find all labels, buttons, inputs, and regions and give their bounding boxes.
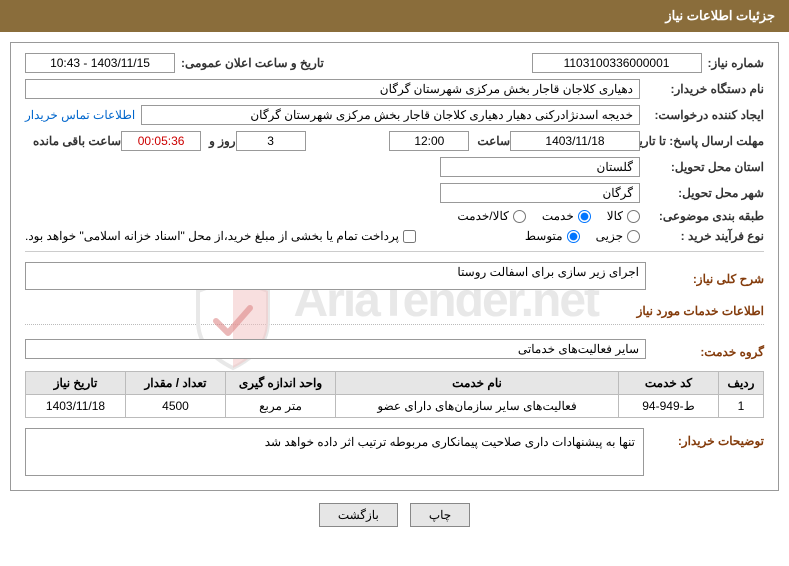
process-radio-group: جزیی متوسط bbox=[513, 229, 640, 243]
cat-goods-service-radio[interactable] bbox=[513, 210, 526, 223]
print-button[interactable]: چاپ bbox=[410, 503, 470, 527]
col-service-name: نام خدمت bbox=[336, 372, 619, 395]
service-group-value: سایر فعالیت‌های خدماتی bbox=[25, 339, 646, 359]
cell-row-num: 1 bbox=[719, 395, 764, 418]
deadline-date-value: 1403/11/18 bbox=[510, 131, 640, 151]
proc-medium-radio[interactable] bbox=[567, 230, 580, 243]
treasury-checkbox-wrap: پرداخت تمام یا بخشی از مبلغ خرید،از محل … bbox=[25, 229, 416, 243]
dotted-divider bbox=[25, 324, 764, 325]
announce-datetime-value: 1403/11/15 - 10:43 bbox=[25, 53, 175, 73]
category-label: طبقه بندی موضوعی: bbox=[646, 209, 764, 223]
creator-label: ایجاد کننده درخواست: bbox=[646, 108, 764, 122]
buyer-notes-value: تنها به پیشنهادات داری صلاحیت پیمانکاری … bbox=[25, 428, 644, 476]
countdown-value: 00:05:36 bbox=[121, 131, 201, 151]
cell-qty: 4500 bbox=[126, 395, 226, 418]
table-header-row: ردیف کد خدمت نام خدمت واحد اندازه گیری ت… bbox=[26, 372, 764, 395]
services-table: ردیف کد خدمت نام خدمت واحد اندازه گیری ت… bbox=[25, 371, 764, 418]
col-need-date: تاریخ نیاز bbox=[26, 372, 126, 395]
proc-medium-label: متوسط bbox=[525, 229, 563, 243]
row-city: شهر محل تحویل: گرگان bbox=[25, 183, 764, 203]
province-value: گلستان bbox=[440, 157, 640, 177]
col-service-code: کد خدمت bbox=[619, 372, 719, 395]
row-need-desc: شرح کلی نیاز: اجرای زیر سازی برای اسفالت… bbox=[25, 260, 764, 292]
cat-goods-label: کالا bbox=[607, 209, 623, 223]
proc-minor-radio[interactable] bbox=[627, 230, 640, 243]
days-and-label: روز و bbox=[209, 134, 236, 148]
city-value: گرگان bbox=[440, 183, 640, 203]
need-desc-value: اجرای زیر سازی برای اسفالت روستا bbox=[25, 262, 646, 290]
divider-1 bbox=[25, 251, 764, 252]
remaining-label: ساعت باقی مانده bbox=[33, 134, 121, 148]
panel-title: جزئیات اطلاعات نیاز bbox=[0, 0, 789, 32]
process-label: نوع فرآیند خرید : bbox=[646, 229, 764, 243]
row-category: طبقه بندی موضوعی: کالا خدمت کالا/خدمت bbox=[25, 209, 764, 223]
deadline-time-value: 12:00 bbox=[389, 131, 469, 151]
time-label: ساعت bbox=[477, 134, 510, 148]
need-number-label: شماره نیاز: bbox=[708, 56, 764, 70]
col-qty: تعداد / مقدار bbox=[126, 372, 226, 395]
days-count-value: 3 bbox=[236, 131, 306, 151]
buyer-contact-link[interactable]: اطلاعات تماس خریدار bbox=[25, 108, 135, 122]
city-label: شهر محل تحویل: bbox=[646, 186, 764, 200]
need-desc-label: شرح کلی نیاز: bbox=[646, 272, 764, 286]
row-buyer-org: نام دستگاه خریدار: دهیاری کلاجان قاجار ب… bbox=[25, 79, 764, 99]
need-number-value: 1103100336000001 bbox=[532, 53, 702, 73]
button-row: چاپ بازگشت bbox=[0, 503, 789, 527]
row-deadline: مهلت ارسال پاسخ: تا تاریخ: 1403/11/18 سا… bbox=[25, 131, 764, 151]
category-radio-group: کالا خدمت کالا/خدمت bbox=[445, 209, 640, 223]
table-row: 1 ط-949-94 فعالیت‌های سایر سازمان‌های دا… bbox=[26, 395, 764, 418]
cell-need-date: 1403/11/18 bbox=[26, 395, 126, 418]
announce-datetime-label: تاریخ و ساعت اعلان عمومی: bbox=[181, 56, 324, 70]
buyer-notes-label: توضیحات خریدار: bbox=[644, 428, 764, 448]
cell-unit: متر مربع bbox=[226, 395, 336, 418]
cat-service-radio[interactable] bbox=[578, 210, 591, 223]
row-process: نوع فرآیند خرید : جزیی متوسط پرداخت تمام… bbox=[25, 229, 764, 243]
col-row-num: ردیف bbox=[719, 372, 764, 395]
creator-value: خدیجه اسدنژادرکنی دهیار دهیاری کلاجان قا… bbox=[141, 105, 640, 125]
col-unit: واحد اندازه گیری bbox=[226, 372, 336, 395]
cat-service-label: خدمت bbox=[542, 209, 574, 223]
row-service-group: گروه خدمت: سایر فعالیت‌های خدماتی bbox=[25, 333, 764, 365]
deadline-label: مهلت ارسال پاسخ: تا تاریخ: bbox=[646, 134, 764, 148]
province-label: استان محل تحویل: bbox=[646, 160, 764, 174]
row-need-number: شماره نیاز: 1103100336000001 تاریخ و ساع… bbox=[25, 53, 764, 73]
cat-goods-service-label: کالا/خدمت bbox=[457, 209, 508, 223]
proc-minor-label: جزیی bbox=[596, 229, 623, 243]
buyer-org-label: نام دستگاه خریدار: bbox=[646, 82, 764, 96]
buyer-org-value: دهیاری کلاجان قاجار بخش مرکزی شهرستان گر… bbox=[25, 79, 640, 99]
cell-service-name: فعالیت‌های سایر سازمان‌های دارای عضو bbox=[336, 395, 619, 418]
details-panel: AriaTender.net شماره نیاز: 1103100336000… bbox=[10, 42, 779, 491]
cat-goods-radio[interactable] bbox=[627, 210, 640, 223]
treasury-note-label: پرداخت تمام یا بخشی از مبلغ خرید،از محل … bbox=[25, 229, 399, 243]
cell-service-code: ط-949-94 bbox=[619, 395, 719, 418]
row-creator: ایجاد کننده درخواست: خدیجه اسدنژادرکنی د… bbox=[25, 105, 764, 125]
services-section-title: اطلاعات خدمات مورد نیاز bbox=[25, 304, 764, 318]
row-buyer-notes: توضیحات خریدار: تنها به پیشنهادات داری ص… bbox=[25, 428, 764, 476]
service-group-label: گروه خدمت: bbox=[646, 345, 764, 359]
back-button[interactable]: بازگشت bbox=[319, 503, 398, 527]
treasury-checkbox[interactable] bbox=[403, 230, 416, 243]
row-province: استان محل تحویل: گلستان bbox=[25, 157, 764, 177]
